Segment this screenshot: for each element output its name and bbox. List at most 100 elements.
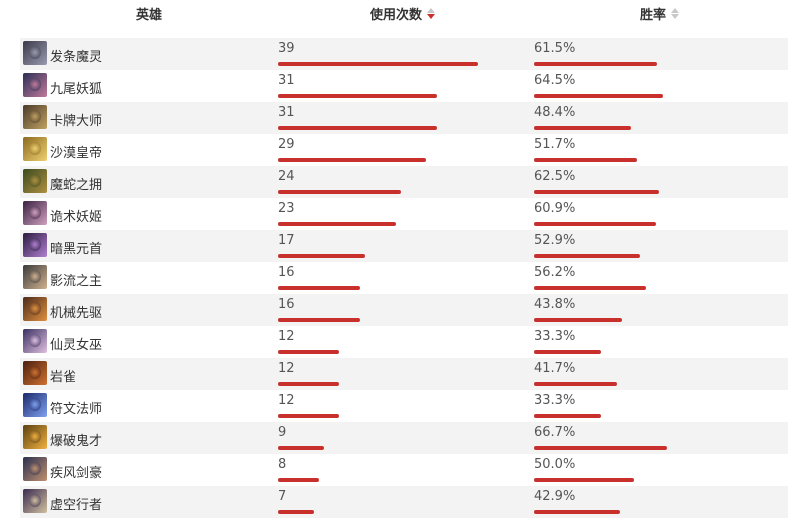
hero-name: 沙漠皇帝 [50,146,103,161]
usage-count: 9 [278,425,287,440]
winrate-value: 50.0% [534,457,576,472]
usage-count: 29 [278,137,295,152]
column-header-hero-label: 英雄 [136,8,163,23]
usage-count: 24 [278,169,295,184]
ahri-portrait-icon [23,73,47,97]
winrate-bar [534,126,631,130]
usage-bar [278,382,340,386]
column-header-hero: 英雄 [136,4,162,23]
winrate-bar [534,414,601,418]
table-body: 发条魔灵 39 61.5% 九尾妖狐 31 64.5% 卡牌大师 31 48.4% 沙漠皇帝 29 5… [20,38,788,518]
azir-portrait-icon [23,137,47,161]
column-header-winrate-label[interactable]: 胜率 [640,8,667,23]
table-row: 卡牌大师 31 48.4% [20,102,788,134]
yasuo-portrait-icon [23,457,47,481]
twisted-fate-portrait-icon [23,105,47,129]
hero-name: 九尾妖狐 [50,82,103,97]
hero-name: 虚空行者 [50,498,103,513]
winrate-bar [534,446,668,450]
hero-name: 魔蛇之拥 [50,178,103,193]
usage-bar [278,254,366,258]
winrate-bar [534,254,640,258]
usage-count: 12 [278,393,295,408]
usage-bar [278,94,437,98]
table-row: 暗黑元首 17 52.9% [20,230,788,262]
usage-bar [278,446,325,450]
winrate-value: 41.7% [534,361,576,376]
usage-bar [278,478,319,482]
usage-bar [278,286,360,290]
winrate-value: 64.5% [534,73,576,88]
winrate-value: 33.3% [534,329,576,344]
usage-count: 12 [278,329,295,344]
table-header: 英雄 使用次数 胜率 [0,0,808,36]
zed-portrait-icon [23,265,47,289]
usage-count: 31 [278,105,295,120]
usage-count: 16 [278,297,295,312]
winrate-value: 52.9% [534,233,576,248]
usage-count: 39 [278,41,295,56]
orianna-portrait-icon [23,41,47,65]
winrate-bar [534,510,620,514]
table-row: 沙漠皇帝 29 51.7% [20,134,788,166]
winrate-value: 48.4% [534,105,576,120]
usage-bar [278,222,396,226]
column-header-usage[interactable]: 使用次数 [370,4,436,23]
sort-descending-icon[interactable] [427,8,436,19]
usage-bar [278,62,478,66]
table-row: 仙灵女巫 12 33.3% [20,326,788,358]
kassadin-portrait-icon [23,489,47,513]
usage-bar [278,126,437,130]
usage-bar [278,318,360,322]
winrate-bar [534,478,634,482]
usage-bar [278,350,340,354]
winrate-bar [534,62,657,66]
usage-count: 17 [278,233,295,248]
cassiopeia-portrait-icon [23,169,47,193]
winrate-value: 56.2% [534,265,576,280]
usage-bar [278,190,401,194]
syndra-portrait-icon [23,233,47,257]
winrate-bar [534,318,622,322]
leblanc-portrait-icon [23,201,47,225]
viktor-portrait-icon [23,297,47,321]
usage-bar [278,510,314,514]
usage-count: 31 [278,73,295,88]
hero-name: 发条魔灵 [50,50,103,65]
lulu-portrait-icon [23,329,47,353]
table-row: 发条魔灵 39 61.5% [20,38,788,70]
winrate-value: 66.7% [534,425,576,440]
winrate-value: 42.9% [534,489,576,504]
winrate-bar [534,158,638,162]
usage-bar [278,158,427,162]
sort-icon[interactable] [671,8,680,19]
winrate-value: 61.5% [534,41,576,56]
winrate-bar [534,94,663,98]
table-row: 虚空行者 7 42.9% [20,486,788,518]
winrate-bar [534,382,618,386]
hero-name: 疾风剑豪 [50,466,103,481]
ryze-portrait-icon [23,393,47,417]
table-row: 影流之主 16 56.2% [20,262,788,294]
table-row: 疾风剑豪 8 50.0% [20,454,788,486]
table-row: 九尾妖狐 31 64.5% [20,70,788,102]
usage-count: 23 [278,201,295,216]
table-row: 爆破鬼才 9 66.7% [20,422,788,454]
table-row: 魔蛇之拥 24 62.5% [20,166,788,198]
hero-name: 影流之主 [50,274,103,289]
column-header-usage-label[interactable]: 使用次数 [370,8,423,23]
usage-count: 12 [278,361,295,376]
hero-name: 诡术妖姬 [50,210,103,225]
hero-name: 机械先驱 [50,306,103,321]
ziggs-portrait-icon [23,425,47,449]
taliyah-portrait-icon [23,361,47,385]
column-header-winrate[interactable]: 胜率 [640,4,680,23]
usage-count: 7 [278,489,287,504]
table-row: 岩雀 12 41.7% [20,358,788,390]
winrate-bar [534,286,647,290]
usage-bar [278,414,340,418]
hero-name: 爆破鬼才 [50,434,103,449]
usage-count: 8 [278,457,287,472]
hero-name: 仙灵女巫 [50,338,103,353]
